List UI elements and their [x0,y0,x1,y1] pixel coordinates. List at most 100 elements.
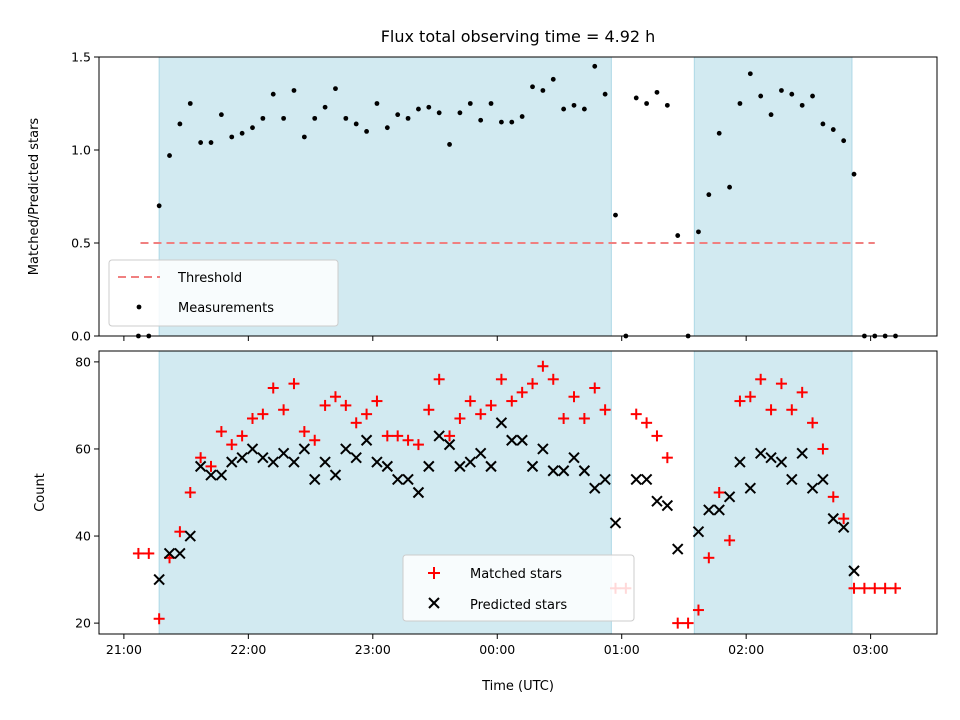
y-tick-label: 0.0 [71,329,91,344]
predicted-stars-point [309,473,321,486]
panel-ratio-x-ticks [123,336,872,341]
marker-stroke [692,525,705,538]
measurement-point [291,88,297,93]
matched-stars-point [817,443,829,455]
measurement-point [364,129,369,134]
predicted-stars-point [775,456,788,468]
marker-stroke [630,473,642,486]
measurement-point [260,115,266,121]
y-tick-label: 40 [75,529,91,544]
predicted-stars-point [526,460,539,473]
measurement-point [851,171,857,177]
measurement-point [447,142,452,147]
marker-stroke [288,456,300,468]
x-tick-label: 00:00 [479,642,515,657]
matched-stars-point [755,373,767,385]
marker-stroke [589,482,601,494]
predicted-stars-point [817,473,829,486]
matched-stars-point [195,452,207,464]
predicted-stars-point [765,451,777,464]
matched-stars-point [236,430,248,442]
measurement-point [457,110,463,116]
predicted-stars-point [267,456,279,468]
measurement-point [353,121,359,127]
matched-stars-point [547,373,559,385]
predicted-stars-point [848,565,860,577]
predicted-stars-point [661,499,674,512]
legend-predicted-label: Predicted stars [470,598,567,613]
predicted-stars-point [837,521,850,534]
y-tick-label: 1.0 [71,143,91,158]
measurement-point [343,115,349,121]
marker-stroke [194,460,207,473]
measurement-point [436,110,442,116]
matched-stars-point [402,434,414,446]
measurement-point [737,101,743,106]
predicted-stars-point [672,543,684,555]
matched-stars-point [350,417,362,429]
predicted-stars-point [174,547,186,560]
predicted-stars-point [495,417,508,429]
matched-stars-point [257,408,269,420]
panel-ratio-y-ticks: 0.0 0.5 1.0 1.5 [71,50,99,344]
marker-stroke [661,499,674,512]
predicted-stars-point [557,465,570,477]
matched-stars-point [599,404,611,416]
predicted-stars-point [194,460,207,473]
marker-stroke [236,451,248,464]
marker-stroke [526,460,539,473]
measurement-point [550,76,556,82]
matched-stars-point [464,395,476,407]
predicted-stars-point [589,482,601,494]
matched-stars-point [775,378,787,390]
marker-stroke [775,456,788,468]
predicted-stars-point [734,456,746,468]
panel-ratio-legend: Threshold Measurements [108,259,339,327]
marker-stroke [547,465,559,477]
measurement-point [509,119,515,125]
measurement-point [426,104,432,110]
matched-stars-point [340,399,352,411]
marker-stroke [578,465,591,477]
matched-stars-point [153,613,165,625]
matched-stars-point [392,430,404,442]
matched-stars-point [786,404,798,416]
x-tick-label: 23:00 [355,642,391,657]
matched-stars-point [869,582,881,594]
legend-matched-swatch [428,567,440,579]
predicted-stars-point [226,456,238,468]
predicted-stars-point [371,456,383,468]
marker-stroke [443,438,456,451]
marker-stroke [609,517,622,529]
predicted-stars-point [754,447,767,460]
matched-stars-point [267,382,279,394]
predicted-stars-point [454,460,466,473]
matched-stars-point [651,430,663,442]
predicted-stars-point [360,434,373,446]
matched-stars-point [641,417,653,429]
measurement-point [478,117,484,123]
measurement-point [633,95,639,101]
measurement-point [239,130,245,136]
marker-stroke [599,473,611,486]
matched-stars-point [329,391,341,403]
matched-stars-point [495,373,507,385]
marker-stroke [277,447,290,460]
y-tick-label: 1.5 [71,50,91,65]
matched-stars-point [309,434,321,446]
marker-stroke [537,443,549,455]
measurement-point [384,125,390,131]
matched-stars-point [807,417,819,429]
matched-stars-point [744,391,756,403]
panel-count-legend: Matched stars Predicted stars [402,554,635,622]
legend-measurements-swatch [136,304,142,310]
matched-stars-point [288,378,300,390]
measurement-point [333,86,338,92]
measurement-point [768,112,774,118]
panel-ratio-ylabel: Matched/Predicted stars [27,118,42,276]
measurement-points [136,63,898,339]
panel-count: 20 40 60 80 21:00 22:00 23:00 00:00 01:00 02:00 0… [33,350,938,694]
matched-stars-point [412,439,424,451]
marker-stroke [723,491,736,503]
predicted-stars-point [703,504,715,516]
